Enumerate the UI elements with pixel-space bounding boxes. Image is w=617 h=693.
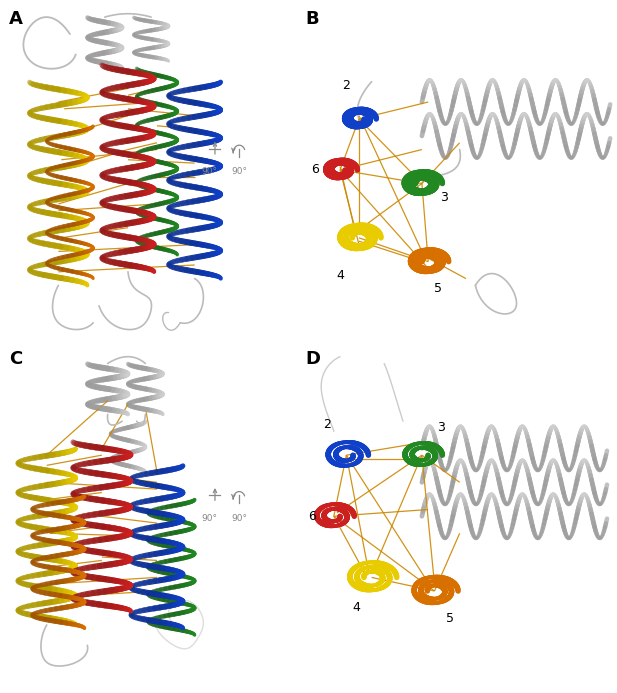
Text: 5: 5 — [446, 612, 454, 624]
Text: 3: 3 — [437, 421, 445, 435]
Text: 4: 4 — [336, 269, 344, 281]
Text: D: D — [305, 350, 320, 368]
Text: 90°: 90° — [231, 514, 247, 523]
Text: B: B — [305, 10, 319, 28]
Text: 2: 2 — [342, 78, 350, 91]
Text: 90°: 90° — [202, 514, 217, 523]
Text: 6: 6 — [311, 164, 319, 177]
Text: C: C — [9, 350, 22, 368]
Text: A: A — [9, 10, 23, 28]
Text: 90°: 90° — [202, 167, 217, 176]
Text: 2: 2 — [323, 418, 331, 431]
Text: 5: 5 — [434, 282, 442, 295]
Text: 6: 6 — [308, 510, 316, 523]
Text: 3: 3 — [440, 191, 448, 204]
Text: 4: 4 — [352, 602, 360, 615]
Text: 90°: 90° — [231, 167, 247, 176]
